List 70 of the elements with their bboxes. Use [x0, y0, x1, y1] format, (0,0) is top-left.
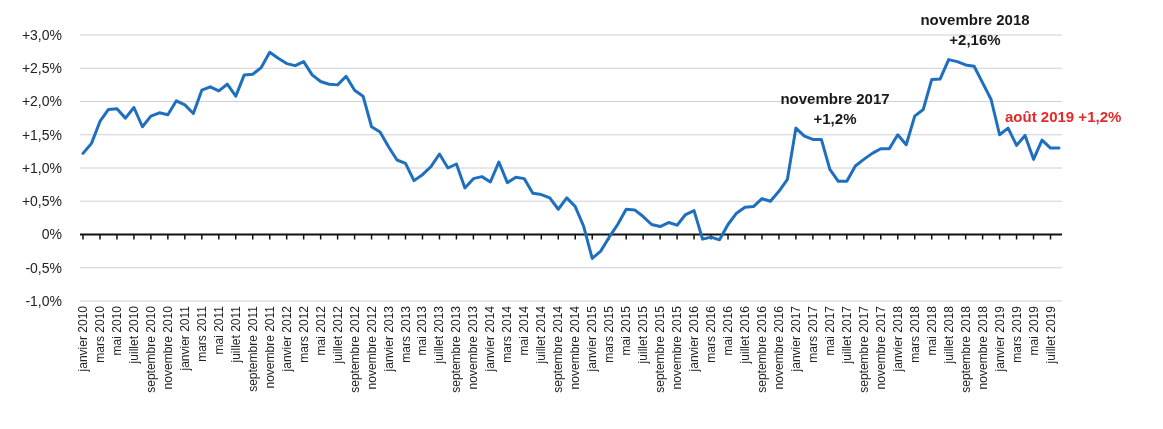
x-tick-label: novembre 2013 [466, 305, 481, 390]
x-tick-label: septembre 2015 [653, 305, 668, 393]
x-tick-label: juillet 2015 [636, 305, 651, 365]
x-tick-label: mai 2014 [517, 305, 532, 356]
annotation: août 2019 +1,2% [1005, 108, 1122, 125]
x-tick-label: mars 2010 [92, 305, 107, 363]
x-tick-label: janvier 2016 [687, 305, 702, 373]
x-tick-label: juillet 2012 [330, 305, 345, 365]
x-tick-label: septembre 2014 [551, 305, 566, 393]
y-tick-label: +1,5% [21, 126, 62, 143]
x-tick-label: janvier 2010 [76, 305, 90, 373]
x-tick-label: mai 2018 [924, 305, 939, 356]
x-tick-label: mai 2013 [415, 305, 430, 356]
x-tick-label: janvier 2014 [483, 305, 498, 373]
x-tick-label: novembre 2017 [873, 305, 888, 390]
x-tick-label: mai 2015 [619, 305, 634, 356]
x-tick-label: septembre 2016 [754, 305, 769, 393]
x-tick-label: juillet 2014 [534, 305, 549, 365]
x-tick-label: janvier 2015 [585, 305, 600, 373]
x-tick-label: novembre 2018 [975, 305, 990, 390]
x-tick-label: septembre 2010 [143, 305, 158, 393]
x-tick-label: juillet 2016 [737, 305, 752, 365]
x-tick-label: mars 2017 [805, 305, 820, 363]
x-tick-label: janvier 2011 [177, 305, 192, 372]
x-tick-label: mars 2011 [194, 305, 209, 362]
x-tick-label: septembre 2018 [958, 305, 973, 393]
x-tick-label: mai 2017 [822, 305, 837, 356]
y-tick-label: +1,0% [21, 159, 62, 176]
x-tick-label: novembre 2016 [771, 305, 786, 390]
x-tick-label: septembre 2012 [347, 305, 362, 393]
x-tick-label: janvier 2013 [381, 305, 396, 373]
x-tick-label: mars 2013 [398, 305, 413, 363]
x-tick-label: janvier 2019 [992, 305, 1007, 373]
annotation: novembre 2018 +2,16% [920, 11, 1030, 48]
x-tick-label: novembre 2010 [160, 305, 175, 390]
x-tick-label: mai 2012 [313, 305, 328, 356]
y-tick-label: -1,0% [25, 292, 62, 309]
annotation: novembre 2017 +1,2% [780, 90, 890, 127]
x-tick-label: janvier 2012 [279, 305, 294, 373]
x-tick-label: mars 2016 [704, 305, 719, 363]
y-tick-label: 0% [41, 226, 62, 243]
x-tick-label: janvier 2018 [890, 305, 905, 373]
x-tick-label: juillet 2018 [941, 305, 956, 365]
x-tick-label: janvier 2017 [788, 305, 803, 373]
x-tick-label: juillet 2011 [228, 305, 243, 364]
x-tick-label: juillet 2019 [1043, 305, 1058, 365]
x-tick-label: mars 2019 [1009, 305, 1024, 363]
x-tick-label: mai 2011 [211, 305, 226, 355]
y-tick-label: +2,0% [21, 93, 62, 110]
x-tick-label: mai 2019 [1026, 305, 1041, 356]
y-tick-label: -0,5% [25, 259, 62, 276]
x-tick-label: mars 2012 [296, 305, 311, 363]
x-tick-label: mars 2018 [907, 305, 922, 363]
x-tick-label: septembre 2013 [449, 305, 464, 393]
x-tick-label: novembre 2014 [568, 305, 583, 390]
x-tick-label: juillet 2010 [126, 305, 141, 365]
x-tick-label: novembre 2015 [670, 305, 685, 390]
x-tick-label: juillet 2013 [432, 305, 447, 365]
x-tick-label: mai 2016 [721, 305, 736, 356]
y-tick-label: +3,0% [21, 26, 62, 43]
x-tick-label: juillet 2017 [839, 305, 854, 365]
x-tick-label: septembre 2017 [856, 305, 871, 393]
x-tick-label: septembre 2011 [245, 305, 260, 392]
x-tick-label: mars 2015 [602, 305, 617, 363]
x-tick-label: novembre 2011 [262, 305, 277, 389]
x-tick-label: mars 2014 [500, 305, 515, 363]
y-tick-label: +0,5% [21, 193, 62, 210]
x-tick-label: novembre 2012 [364, 305, 379, 390]
x-tick-label: mai 2010 [109, 305, 124, 356]
y-tick-label: +2,5% [21, 60, 62, 77]
